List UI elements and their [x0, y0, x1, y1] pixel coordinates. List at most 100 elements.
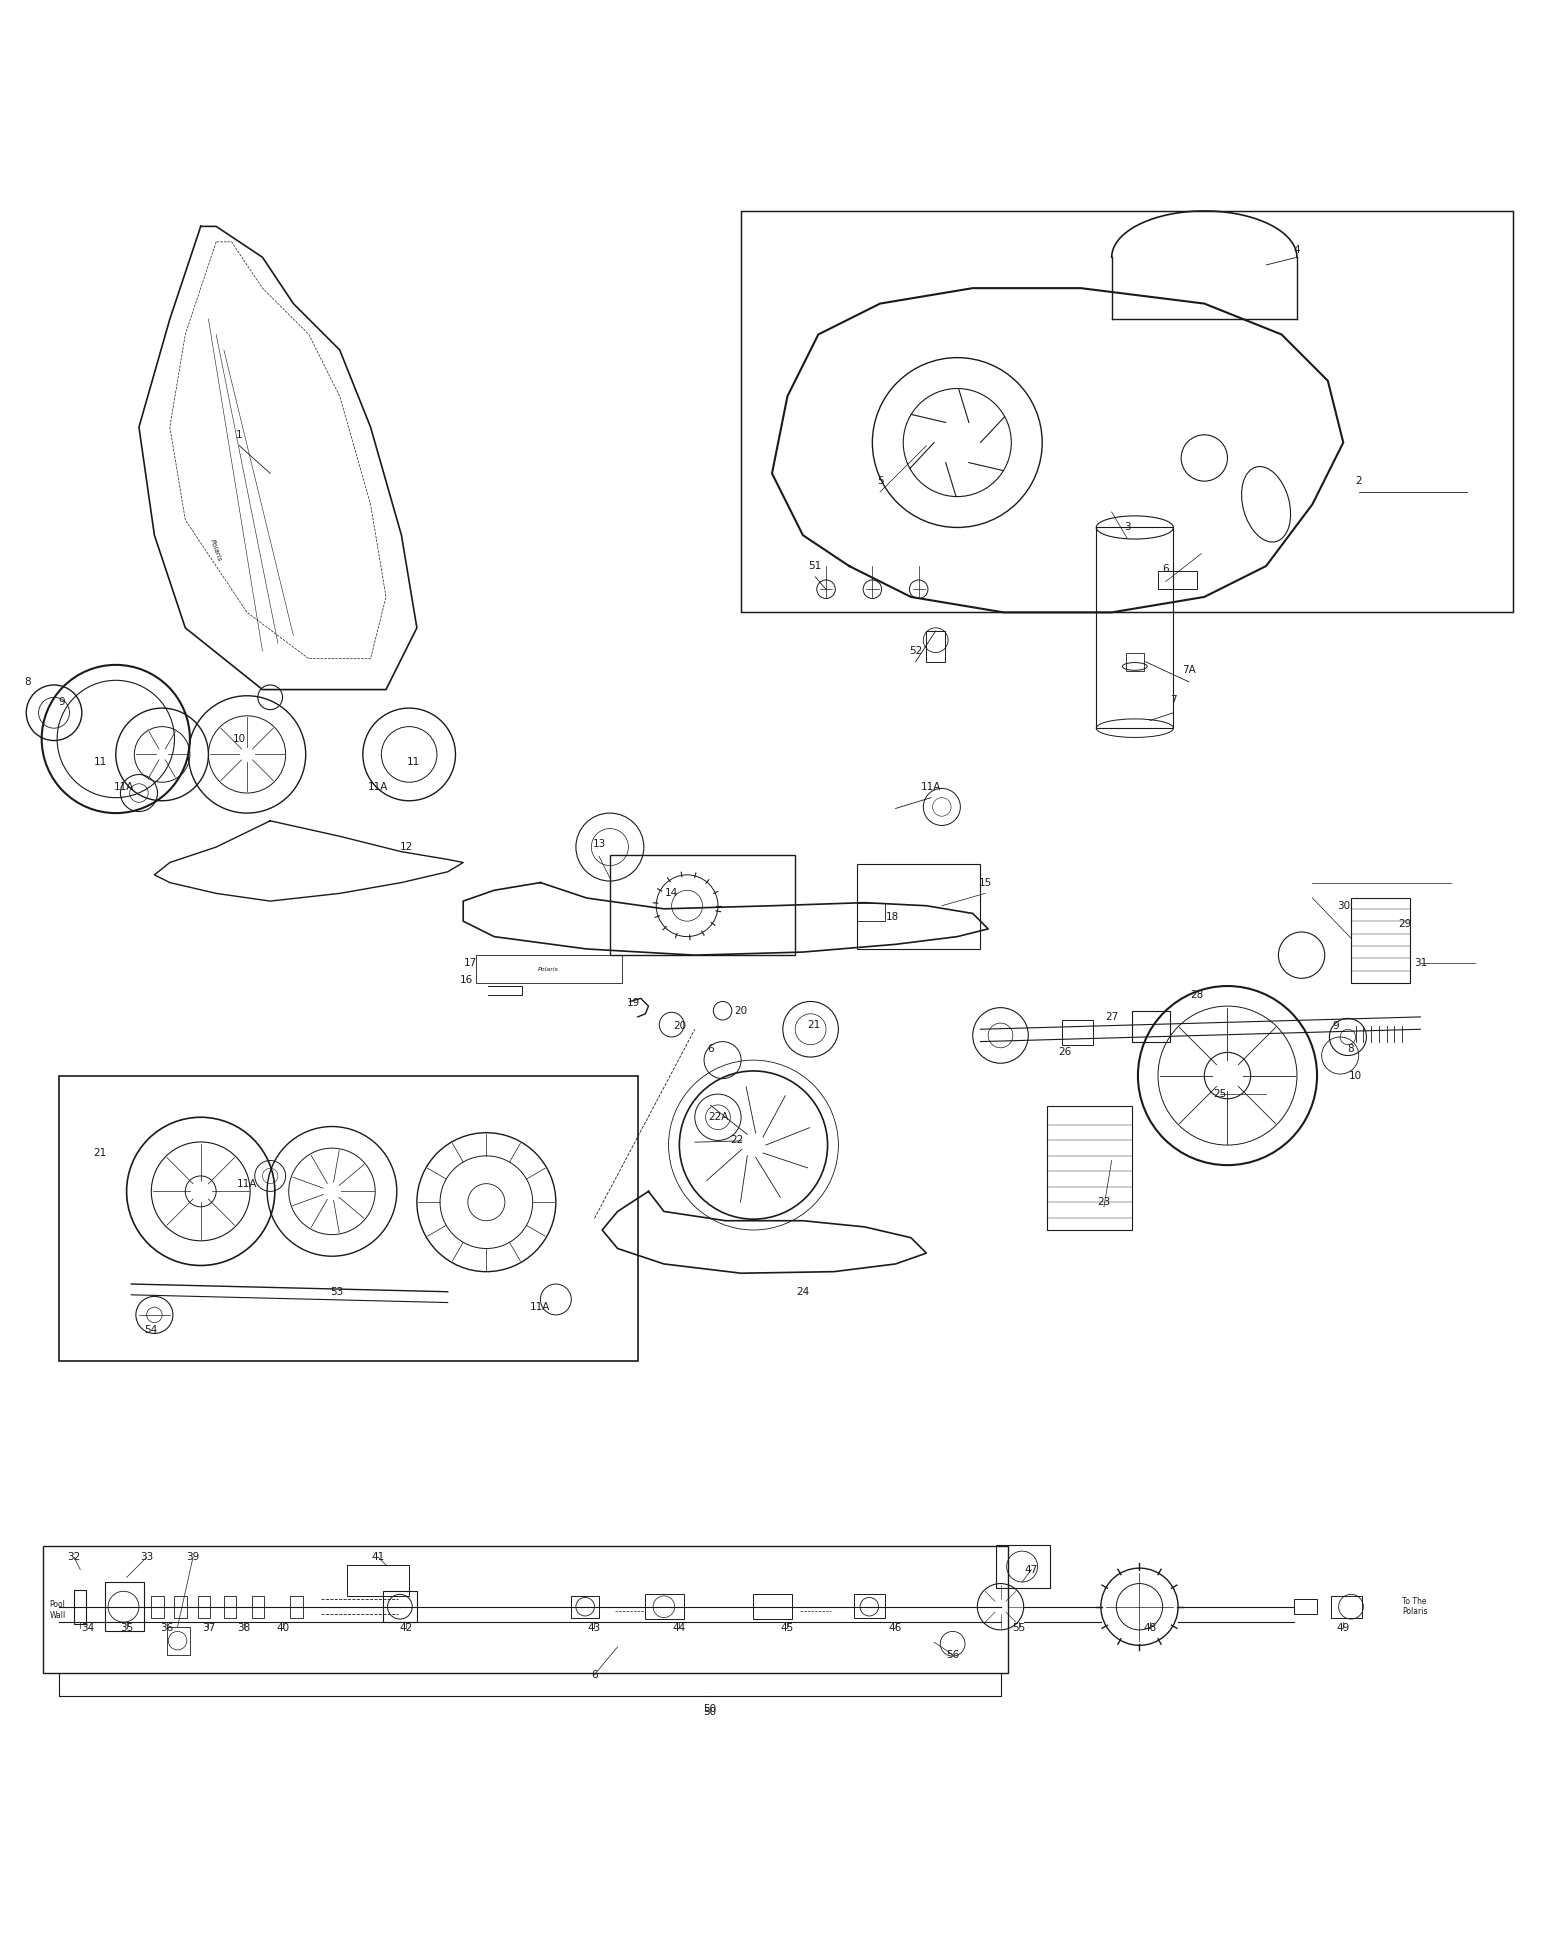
Text: 4: 4 — [1294, 244, 1300, 255]
Text: 36: 36 — [161, 1623, 173, 1633]
Text: 48: 48 — [1144, 1623, 1156, 1633]
Text: 11A: 11A — [236, 1178, 258, 1188]
Text: 31: 31 — [1414, 958, 1427, 968]
Text: To The
Polaris: To The Polaris — [1402, 1596, 1428, 1616]
Text: 28: 28 — [1190, 991, 1203, 1000]
Text: 40: 40 — [276, 1623, 289, 1633]
Bar — [224, 1596, 236, 1618]
Text: 6: 6 — [591, 1670, 598, 1680]
Text: 21: 21 — [808, 1020, 820, 1029]
Text: 45: 45 — [781, 1623, 794, 1633]
Text: 55: 55 — [1013, 1623, 1025, 1633]
Text: 33: 33 — [141, 1552, 153, 1562]
Bar — [476, 956, 622, 983]
Text: 25: 25 — [1214, 1089, 1226, 1099]
Text: Polaris: Polaris — [210, 538, 222, 563]
Bar — [1294, 1598, 1317, 1614]
Bar — [167, 1627, 190, 1654]
Text: 11A: 11A — [920, 782, 942, 791]
Bar — [571, 1596, 599, 1618]
Text: 11: 11 — [94, 757, 107, 766]
Text: 11: 11 — [408, 757, 420, 766]
Text: 21: 21 — [94, 1147, 107, 1157]
Text: 8: 8 — [25, 677, 31, 687]
Bar — [753, 1594, 792, 1620]
Bar — [1126, 652, 1144, 671]
Bar — [74, 1591, 86, 1623]
Text: Polaris: Polaris — [537, 968, 559, 971]
Text: 7: 7 — [1170, 695, 1177, 706]
Text: 10: 10 — [1349, 1070, 1362, 1080]
Bar — [1351, 898, 1410, 983]
Text: 2: 2 — [1356, 476, 1362, 486]
Text: 26: 26 — [1059, 1047, 1072, 1057]
Text: 49: 49 — [1337, 1623, 1349, 1633]
Text: 6: 6 — [707, 1045, 713, 1055]
Bar — [996, 1544, 1050, 1589]
Text: 51: 51 — [809, 561, 821, 571]
Bar — [105, 1583, 144, 1631]
Text: 29: 29 — [1399, 919, 1411, 929]
Bar — [59, 1076, 638, 1360]
Text: 47: 47 — [1025, 1565, 1038, 1575]
Bar — [645, 1594, 684, 1620]
Bar — [1132, 1010, 1170, 1041]
Bar — [383, 1591, 417, 1622]
Bar — [290, 1596, 303, 1618]
Bar — [174, 1596, 187, 1618]
Text: 18: 18 — [886, 911, 899, 921]
Text: 19: 19 — [627, 998, 639, 1008]
Text: 52: 52 — [909, 646, 922, 656]
Bar — [1062, 1020, 1093, 1045]
Text: 5: 5 — [877, 476, 883, 486]
Text: 54: 54 — [145, 1325, 157, 1335]
Text: 37: 37 — [202, 1623, 215, 1633]
Text: 22A: 22A — [707, 1113, 729, 1122]
Text: 9: 9 — [59, 697, 65, 706]
Text: 50: 50 — [704, 1707, 716, 1716]
Text: 20: 20 — [673, 1022, 686, 1031]
Text: 17: 17 — [465, 958, 477, 968]
Text: 24: 24 — [797, 1287, 809, 1296]
Text: 34: 34 — [82, 1623, 94, 1633]
Text: 35: 35 — [120, 1623, 133, 1633]
Text: 32: 32 — [68, 1552, 80, 1562]
Bar — [1331, 1596, 1362, 1618]
Text: 42: 42 — [400, 1623, 412, 1633]
Text: 22: 22 — [730, 1136, 743, 1146]
Text: 23: 23 — [1098, 1198, 1110, 1207]
Bar — [1047, 1107, 1132, 1231]
Text: 30: 30 — [1337, 900, 1349, 911]
Bar — [741, 211, 1513, 611]
Text: 20: 20 — [735, 1006, 747, 1016]
Text: 53: 53 — [330, 1287, 343, 1296]
Text: 14: 14 — [665, 888, 678, 898]
Bar — [151, 1596, 164, 1618]
Text: 11A: 11A — [113, 782, 134, 791]
Text: 7A: 7A — [1183, 664, 1195, 675]
Text: 16: 16 — [460, 975, 472, 985]
Text: 1: 1 — [236, 430, 242, 439]
Bar — [252, 1596, 264, 1618]
Text: 3: 3 — [1124, 522, 1130, 532]
Text: 41: 41 — [372, 1552, 384, 1562]
Text: 50: 50 — [704, 1703, 716, 1714]
Bar — [1096, 528, 1173, 728]
Text: 11A: 11A — [530, 1302, 551, 1312]
Text: 44: 44 — [673, 1623, 686, 1633]
Text: 27: 27 — [1106, 1012, 1118, 1022]
Bar — [43, 1546, 1008, 1674]
Text: 15: 15 — [979, 878, 991, 888]
Bar — [610, 855, 795, 956]
Text: 46: 46 — [889, 1623, 902, 1633]
Bar — [926, 631, 945, 662]
Text: 10: 10 — [233, 733, 245, 743]
Text: 39: 39 — [187, 1552, 199, 1562]
Text: 38: 38 — [238, 1623, 250, 1633]
Text: Pool
Wall: Pool Wall — [49, 1600, 66, 1620]
Bar — [198, 1596, 210, 1618]
Text: 12: 12 — [400, 842, 412, 851]
Text: 13: 13 — [593, 840, 605, 849]
Bar — [857, 902, 885, 921]
Bar — [1158, 571, 1197, 590]
